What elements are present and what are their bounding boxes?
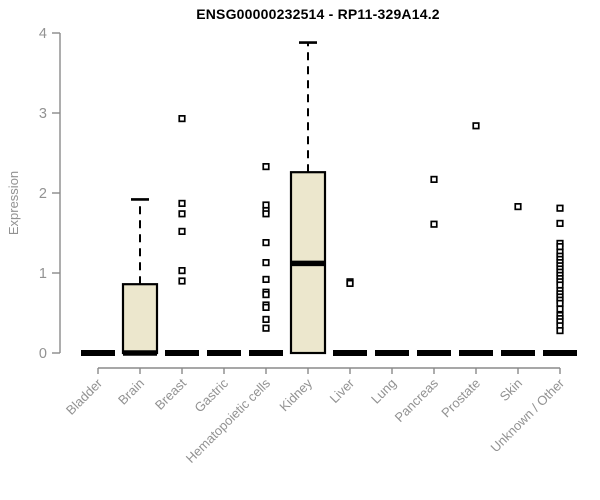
collapsed-box-bladder [81,350,115,356]
outlier-point [178,267,186,275]
outlier-point [178,114,186,123]
outlier-point [262,259,270,267]
collapsed-box-breast [165,350,199,356]
outlier-point [178,199,186,207]
collapsed-box-prostate [459,350,493,356]
y-tick-label: 0 [39,346,47,362]
outlier-point [556,219,564,227]
outlier-point [556,204,564,212]
outlier-point [430,220,438,228]
collapsed-box-unknown-other [543,350,577,356]
outlier-point [262,324,270,332]
outlier-point [262,291,270,299]
outlier-point [178,227,186,235]
category-label: Liver [327,375,358,406]
outlier-point [178,210,186,218]
category-label: Brain [115,376,147,408]
outlier-point [262,201,270,209]
category-label: Prostate [438,376,483,421]
collapsed-box-gastric [207,350,241,356]
collapsed-box-hematopoietic-cells [249,350,283,356]
outlier-point [472,122,480,130]
category-label: Lung [368,376,399,407]
outlier-point [262,239,270,247]
y-tick-label: 1 [39,266,47,282]
chart-title: ENSG00000232514 - RP11-329A14.2 [196,6,440,22]
outlier-point [430,175,438,183]
outlier-point [262,163,270,171]
category-label: Unknown / Other [488,375,568,455]
outlier-point [556,305,564,313]
median-line [123,350,157,356]
category-label: Skin [497,376,525,404]
collapsed-box-liver [333,350,367,356]
outlier-point [556,243,564,251]
outlier-point [262,210,270,218]
collapsed-box-skin [501,350,535,356]
collapsed-box-pancreas [417,350,451,356]
outlier-point [556,281,564,289]
outlier-point [556,327,564,335]
y-tick-label: 4 [39,26,47,42]
y-tick-label: 3 [39,106,47,122]
collapsed-box-lung [375,350,409,356]
median-line [291,260,325,267]
category-label: Gastric [191,375,231,415]
category-label: Pancreas [392,375,442,425]
outlier-point [346,279,354,287]
outlier-point [178,277,186,285]
outlier-point [262,275,270,283]
outlier-point [514,203,522,211]
category-label: Kidney [276,375,315,414]
y-tick-label: 2 [39,186,47,202]
outlier-point [262,303,270,311]
box-brain [121,283,159,355]
outlier-point [262,315,270,323]
category-label: Bladder [63,375,106,418]
category-label: Breast [152,375,189,412]
outlier-point [556,299,564,307]
